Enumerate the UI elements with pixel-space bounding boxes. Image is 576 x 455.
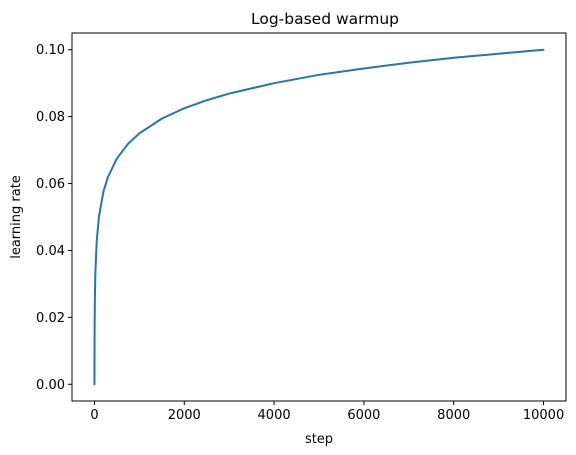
y-tick-label: 0.08 [36,110,65,125]
x-tick-label: 8000 [437,408,470,423]
y-tick-label: 0.00 [36,378,65,393]
y-axis-label: learning rate [9,175,24,259]
series-layer [93,48,545,386]
x-tick-label: 0 [90,408,98,423]
y-axis: 0.00 0.02 0.04 0.06 0.08 0.10 [36,43,72,393]
x-tick-label: 6000 [347,408,380,423]
axes-frame [71,32,567,402]
y-tick-label: 0.06 [36,177,65,192]
x-axis: 0 2000 4000 6000 8000 10000 [90,401,564,423]
y-tick-label: 0.04 [36,244,65,259]
x-tick-label: 10000 [523,408,564,423]
x-tick-label: 2000 [168,408,201,423]
series-line [93,48,545,386]
y-tick-label: 0.02 [36,311,65,326]
y-tick-label: 0.10 [36,43,65,58]
plot-area [71,32,567,402]
x-tick-label: 4000 [258,408,291,423]
chart-title: Log-based warmup [251,10,399,28]
x-axis-label: step [305,432,333,447]
